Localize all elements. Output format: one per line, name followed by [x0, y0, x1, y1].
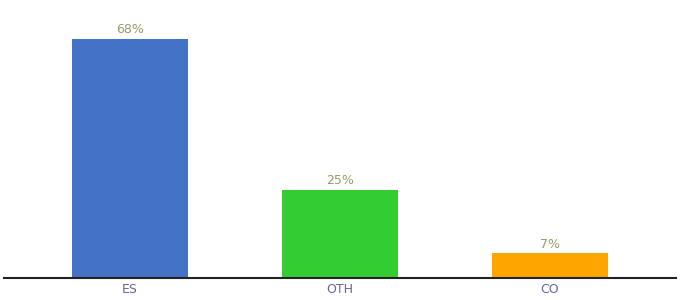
Bar: [492, 254, 608, 278]
Bar: [72, 39, 188, 278]
Text: 7%: 7%: [540, 238, 560, 250]
Text: 25%: 25%: [326, 174, 354, 188]
Bar: [282, 190, 398, 278]
Text: 68%: 68%: [116, 23, 144, 37]
